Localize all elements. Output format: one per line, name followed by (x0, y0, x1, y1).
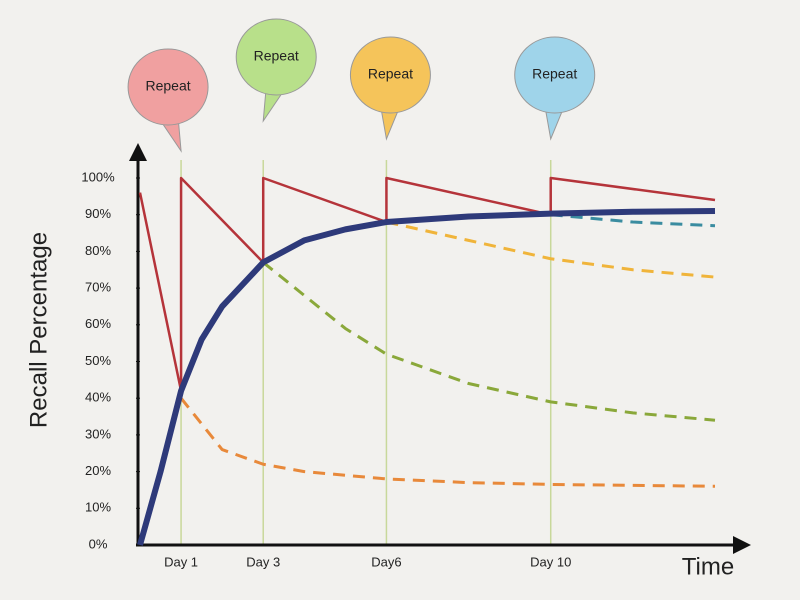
y-tick-label: 50% (85, 353, 111, 368)
y-tick-label: 60% (85, 316, 111, 331)
series-line (138, 176, 716, 393)
x-tick-label: Day 1 (164, 554, 198, 569)
speech-bubble (235, 18, 317, 96)
y-tick-label: 90% (85, 206, 111, 221)
y-tick-label: 70% (85, 280, 111, 295)
y-tick-label: 0% (89, 536, 108, 551)
speech-bubble (127, 48, 209, 126)
bubble-text: Repeat (145, 78, 190, 94)
y-tick-label: 20% (85, 463, 111, 478)
y-tick-label: 80% (85, 243, 111, 258)
x-tick-label: Day 10 (530, 554, 571, 569)
series-line (137, 208, 716, 546)
series-line (550, 213, 716, 228)
bubble-text: Repeat (532, 66, 577, 82)
x-axis-label: Time (682, 553, 734, 580)
bubble-text: Repeat (254, 48, 299, 64)
speech-bubble (514, 36, 596, 114)
bubble-text: Repeat (368, 66, 413, 82)
y-tick-label: 40% (85, 390, 111, 405)
speech-bubble (349, 36, 431, 114)
x-tick-label: Day6 (371, 554, 401, 569)
y-tick-label: 10% (85, 500, 111, 515)
x-tick-label: Day 3 (246, 554, 280, 569)
y-axis-label: Recall Percentage (25, 232, 52, 428)
series-line (262, 261, 716, 422)
series-line (386, 220, 716, 279)
y-tick-label: 30% (85, 426, 111, 441)
series-line (179, 397, 716, 488)
y-tick-label: 100% (81, 169, 115, 184)
